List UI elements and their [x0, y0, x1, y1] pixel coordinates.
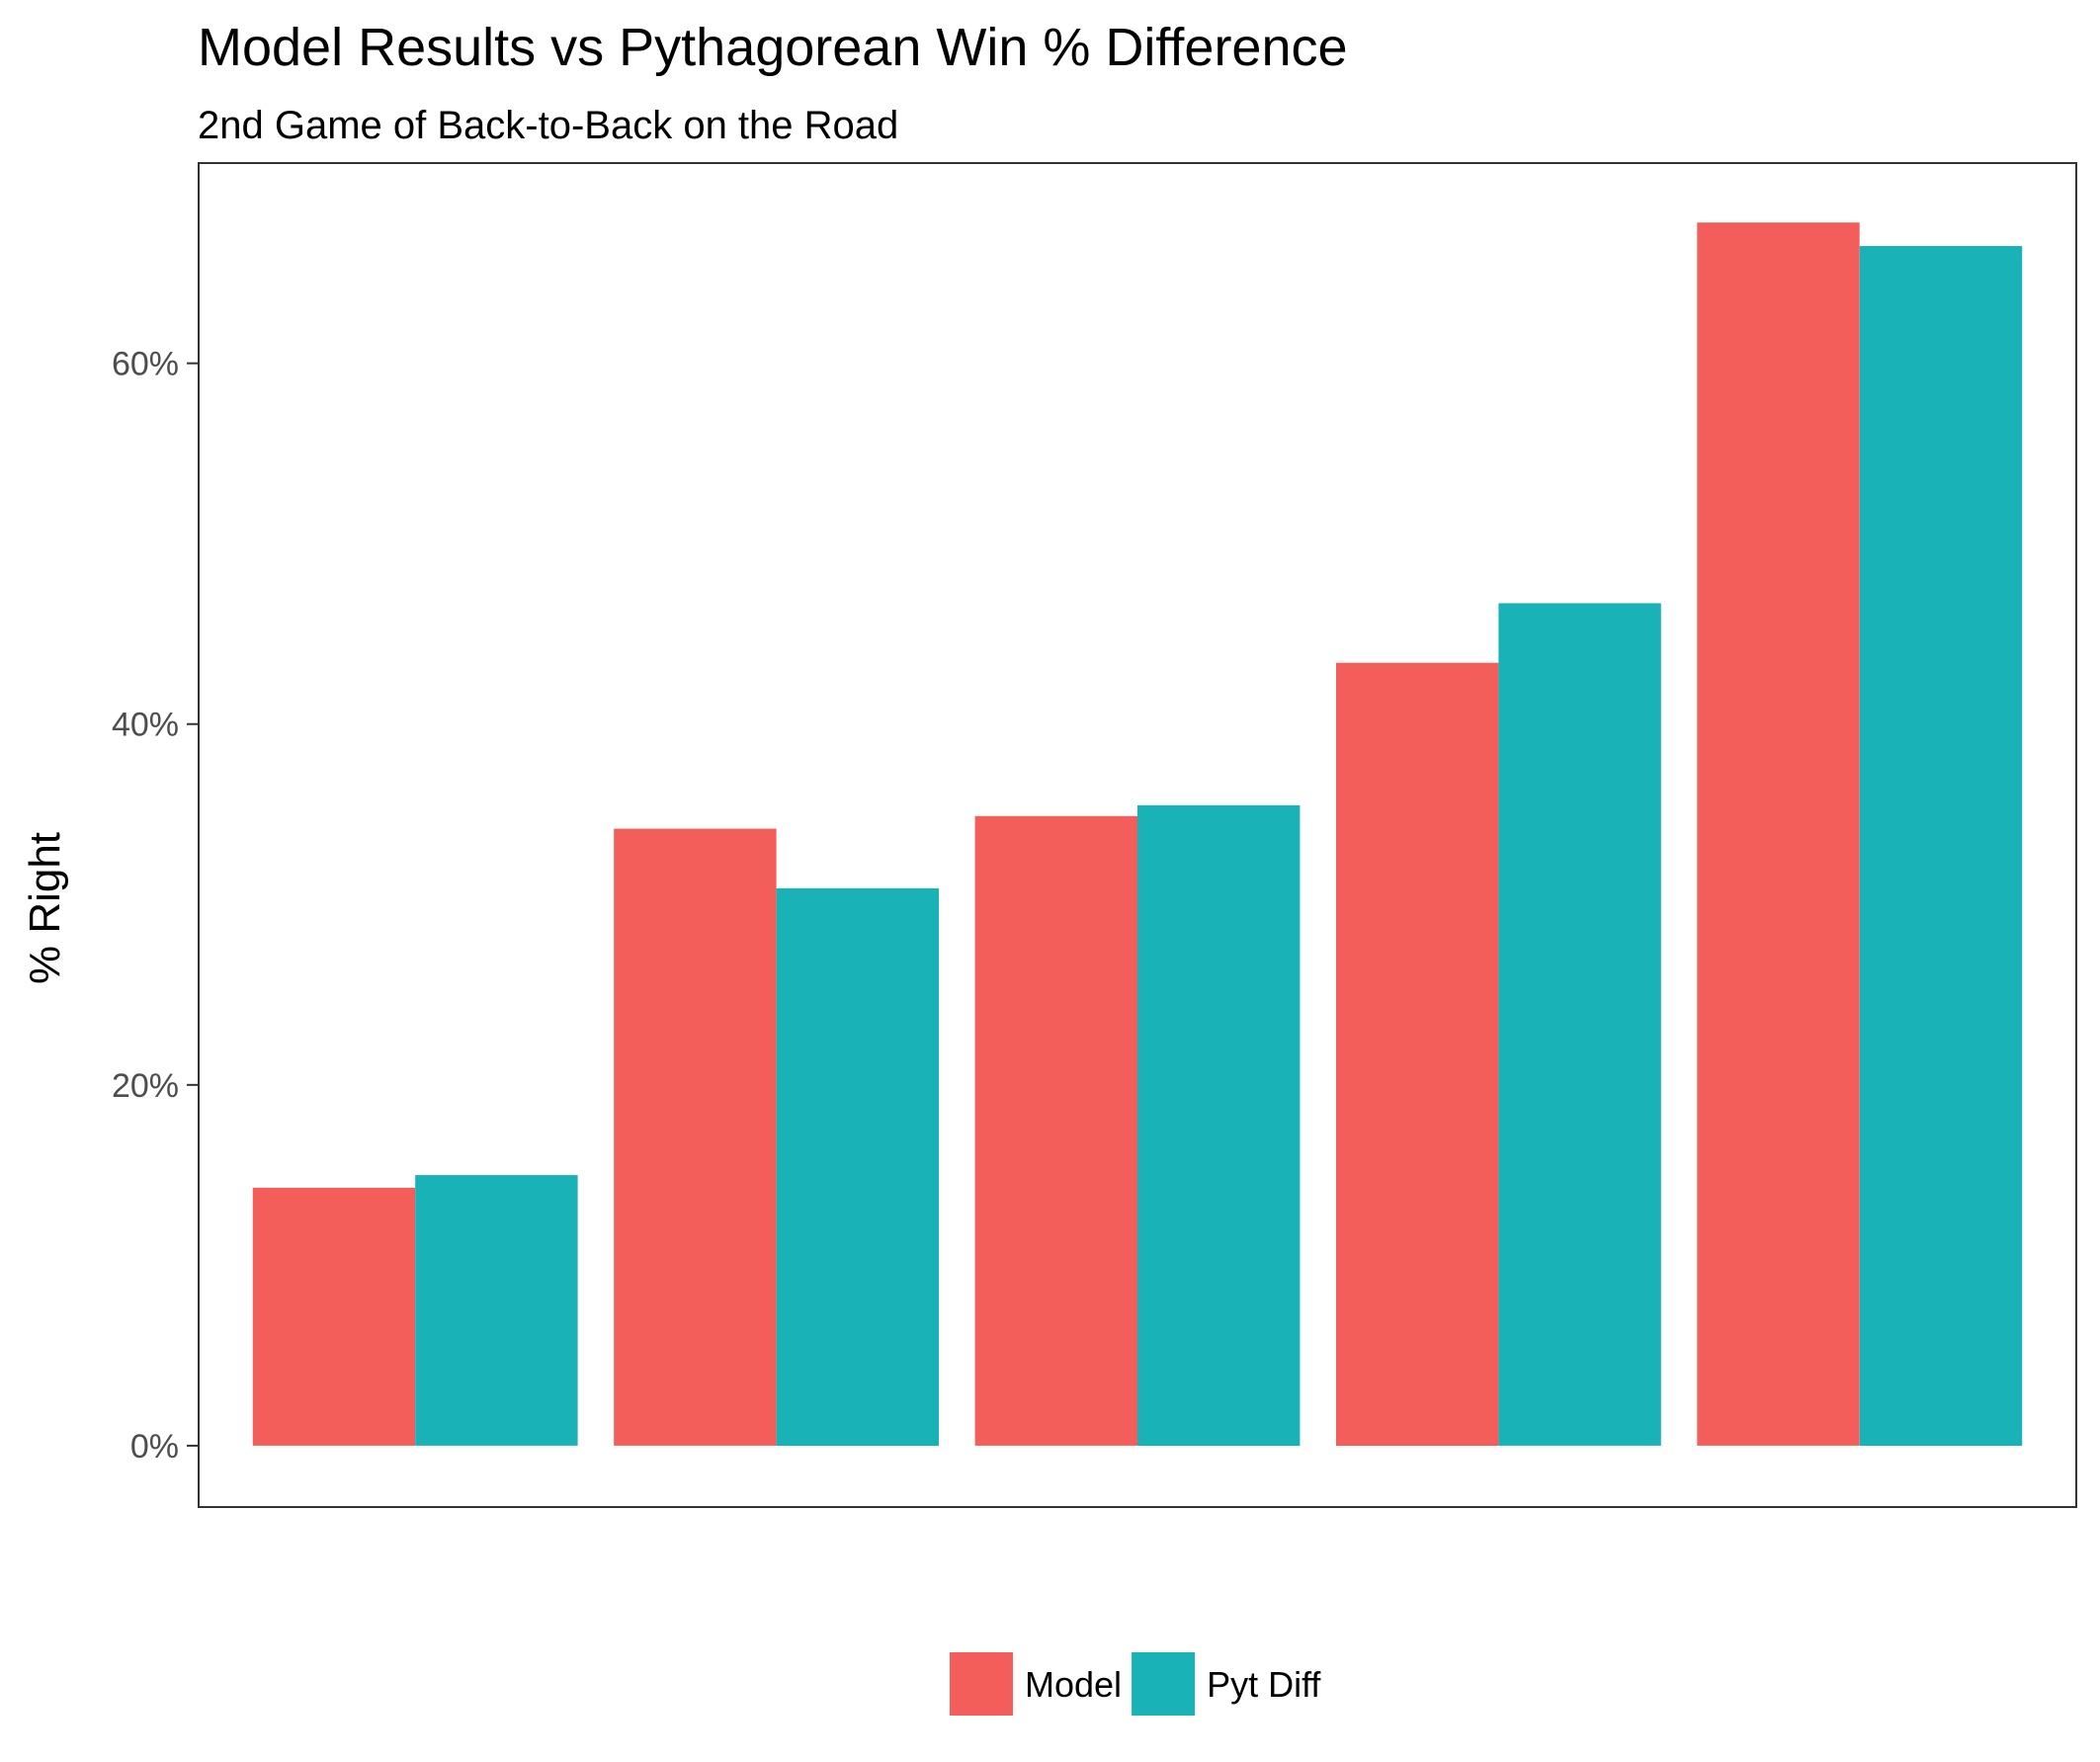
bar-model-3 — [974, 815, 1137, 1446]
bar-model-1 — [252, 1187, 416, 1446]
y-tick-label: 0% — [130, 1428, 179, 1466]
chart-title: Model Results vs Pythagorean Win % Diffe… — [198, 18, 1348, 77]
y-axis-label: % Right — [21, 832, 69, 984]
bar-pyt-diff-1 — [415, 1175, 578, 1446]
bar-model-2 — [614, 828, 777, 1446]
bar-pyt-diff-4 — [1498, 603, 1661, 1446]
bars-layer — [252, 222, 2023, 1446]
legend-label: Pyt Diff — [1207, 1664, 1321, 1705]
y-tick-label: 20% — [112, 1067, 179, 1105]
legend: Model Pyt Diff — [950, 1652, 1321, 1716]
bar-pyt-diff-2 — [776, 887, 939, 1446]
y-tick-label: 40% — [112, 707, 179, 744]
plot-panel-border — [198, 162, 2077, 1508]
bar-pyt-diff-3 — [1137, 804, 1301, 1446]
y-tick-label: 60% — [112, 346, 179, 383]
bar-model-4 — [1336, 662, 1499, 1446]
legend-key-pyt-diff — [1132, 1652, 1196, 1716]
y-axis: 0% 20% 40% 60% — [112, 346, 199, 1466]
legend-label: Model — [1025, 1664, 1122, 1705]
bar-pyt-diff-5 — [1859, 246, 2023, 1446]
bar-model-5 — [1697, 222, 1860, 1446]
legend-key-model — [950, 1652, 1013, 1716]
chart-subtitle: 2nd Game of Back-to-Back on the Road — [198, 104, 898, 147]
